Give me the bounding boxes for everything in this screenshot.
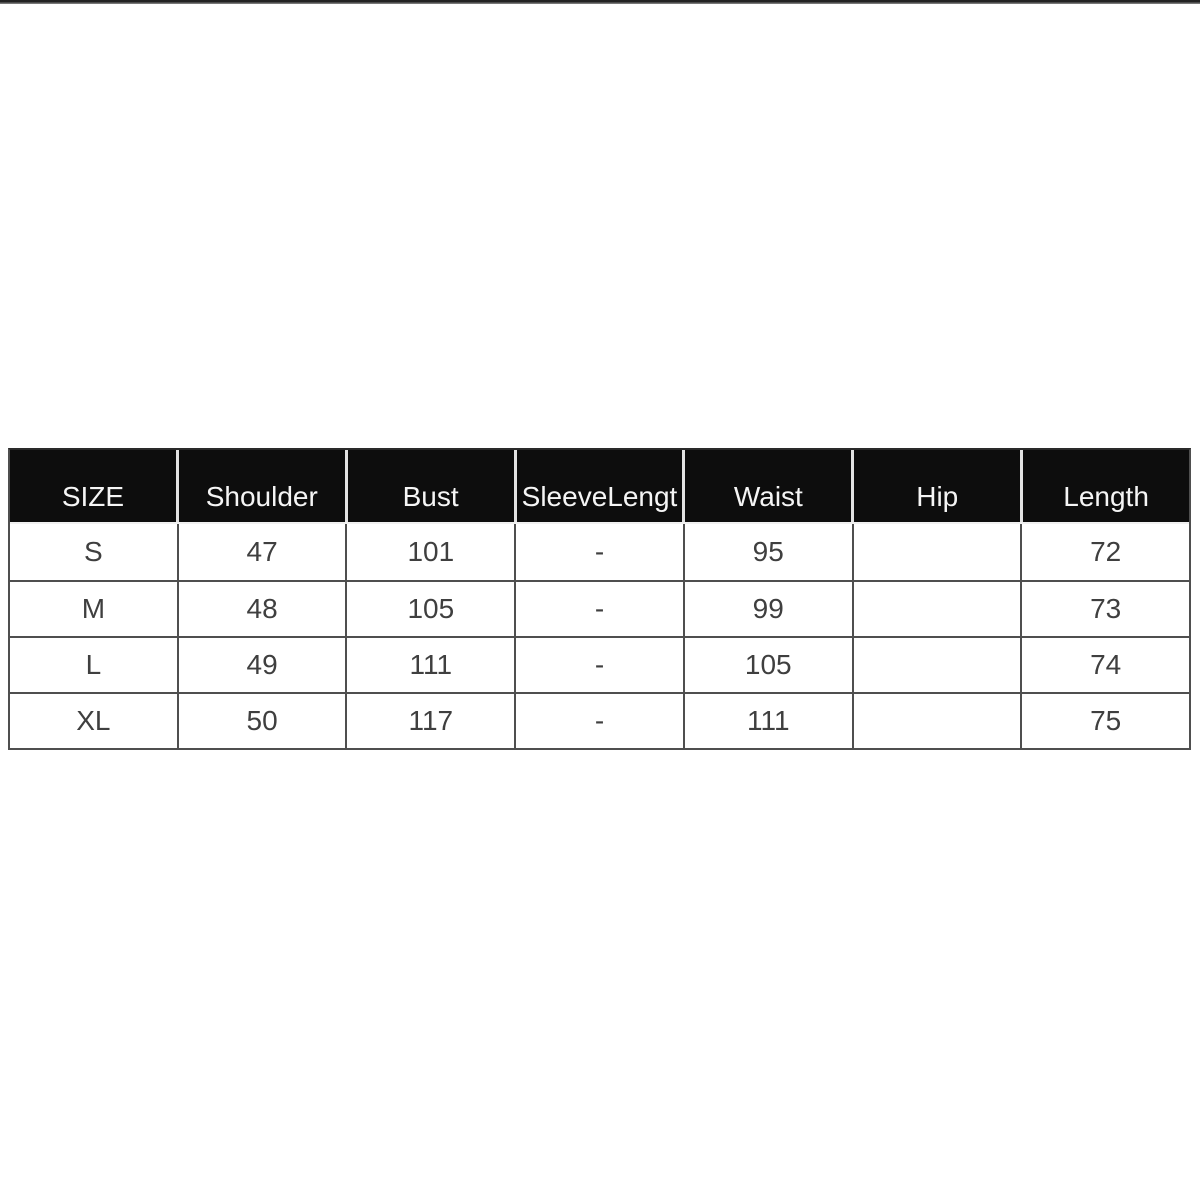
size-label: M [81,593,106,624]
table-row-xl: XL 50 117 - 111 75 [10,692,1189,748]
bust-value: 101 [345,524,514,580]
hip-value [851,524,1021,580]
sleevelength-value: - [514,694,683,748]
header-cell-bust: Bust [344,450,514,522]
hip-value [851,638,1021,692]
length-value: 73 [1020,582,1189,636]
header-cell-sleevelength: SleeveLengt [513,450,683,522]
hip-value [851,582,1021,636]
header-cell-hip: Hip [851,450,1021,522]
shoulder-value: 50 [176,694,346,748]
size-label: L [85,649,102,680]
table-row-l: L 49 111 - 105 74 [10,636,1189,692]
table-row-s: S 47 101 - 95 72 [10,524,1189,580]
length-value: 72 [1020,524,1189,580]
size-label: S [84,536,103,567]
shoulder-value: 47 [176,524,346,580]
sleevelength-value: - [514,582,683,636]
length-value: 75 [1020,694,1189,748]
header-cell-size: SIZE [10,450,176,522]
waist-value: 99 [682,582,852,636]
table-row-m: M 48 105 - 99 73 [10,580,1189,636]
header-cell-shoulder: Shoulder [175,450,345,522]
size-label: XL [76,705,111,736]
table-header-row: SIZE Shoulder Bust SleeveLengt Waist Hip… [10,450,1190,524]
waist-value: 105 [682,638,852,692]
header-cell-length: Length [1020,450,1190,522]
waist-value: 111 [682,694,852,748]
sleevelength-value: - [514,638,683,692]
waist-value: 95 [682,524,852,580]
bust-value: 111 [345,638,514,692]
sleevelength-value: - [514,524,683,580]
bust-value: 117 [345,694,514,748]
shoulder-value: 49 [176,638,346,692]
bust-value: 105 [345,582,514,636]
size-chart-table: SIZE Shoulder Bust SleeveLengt Waist Hip… [8,448,1191,750]
header-cell-waist: Waist [682,450,852,522]
length-value: 74 [1020,638,1189,692]
top-edge-line [0,0,1200,4]
hip-value [851,694,1021,748]
shoulder-value: 48 [176,582,346,636]
